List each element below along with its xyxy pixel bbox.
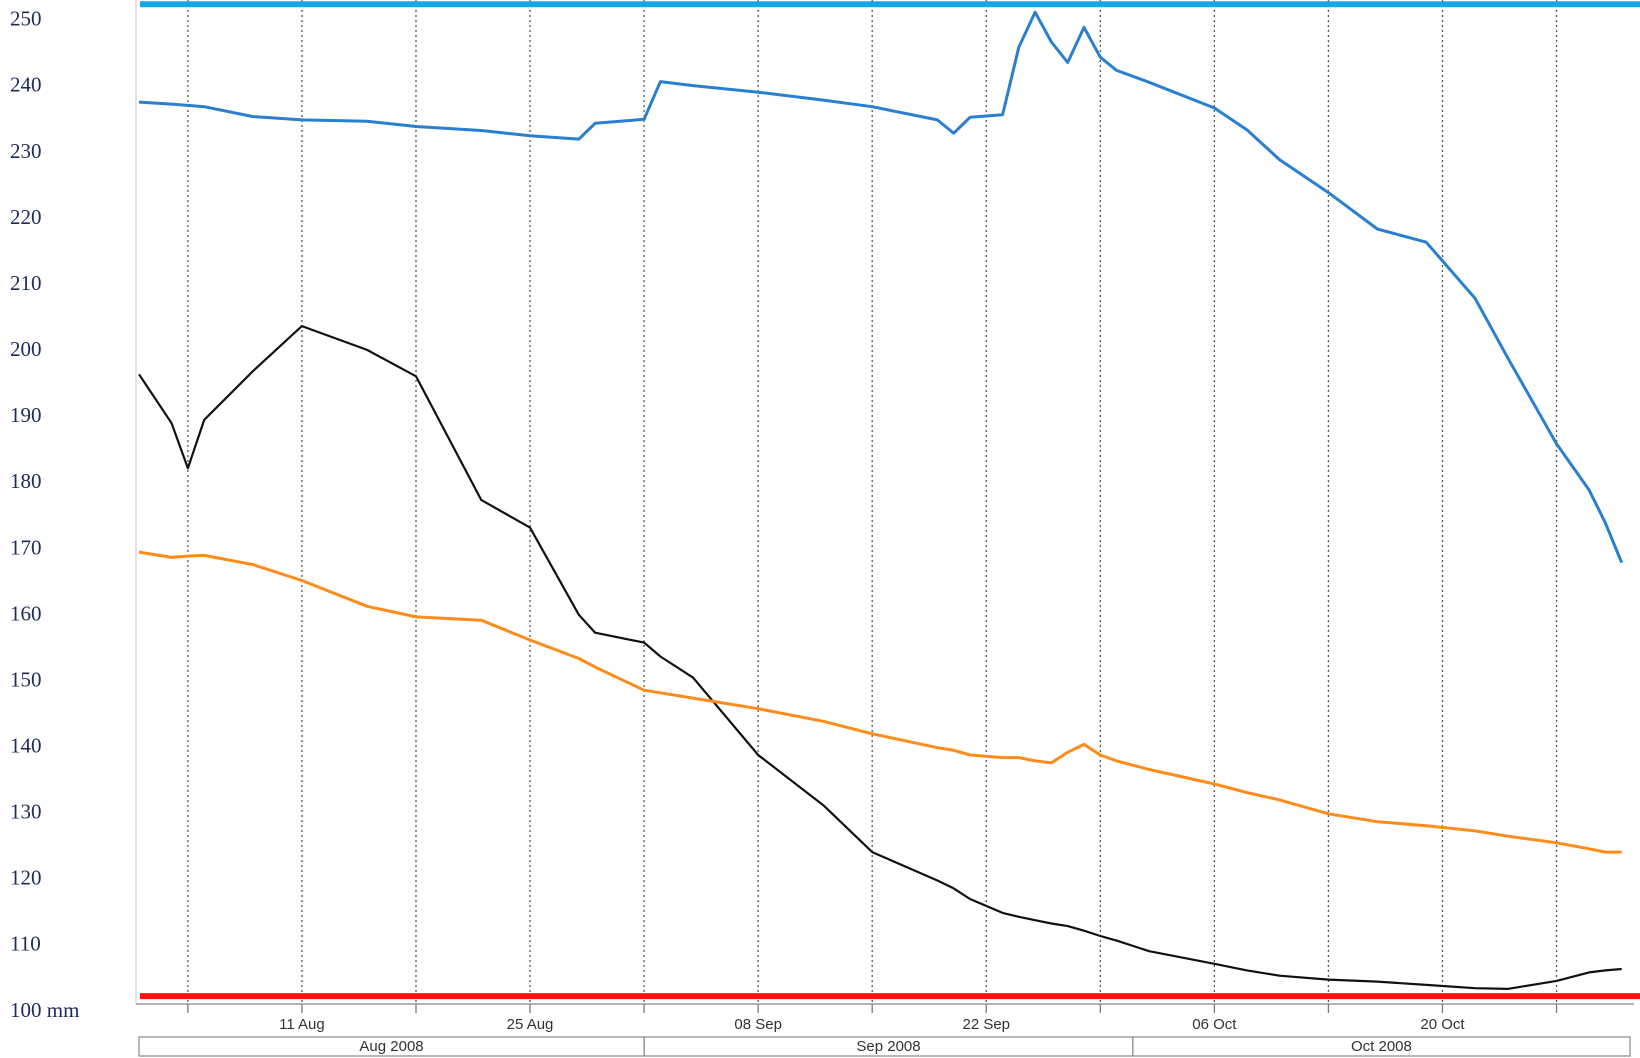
y-tick-label: 110 bbox=[10, 932, 41, 956]
month-label: Aug 2008 bbox=[359, 1038, 423, 1055]
y-tick-label: 230 bbox=[10, 139, 42, 163]
y-tick-label: 240 bbox=[10, 73, 42, 97]
x-tick-label: 08 Sep bbox=[734, 1016, 782, 1033]
month-band bbox=[1132, 1036, 1631, 1057]
x-tick-label: 20 Oct bbox=[1420, 1016, 1465, 1033]
y-tick-label: 170 bbox=[10, 535, 42, 559]
x-tick-label: 22 Sep bbox=[962, 1016, 1010, 1033]
month-label: Oct 2008 bbox=[1351, 1038, 1412, 1055]
y-tick-label: 160 bbox=[10, 601, 42, 625]
y-tick-label: 140 bbox=[10, 733, 42, 757]
x-tick-label: 25 Aug bbox=[507, 1016, 554, 1033]
x-tick-label: 11 Aug bbox=[279, 1016, 325, 1033]
series-line bbox=[138, 10, 1624, 564]
month-label: Sep 2008 bbox=[856, 1038, 920, 1055]
y-tick-label: 120 bbox=[10, 866, 42, 890]
y-tick-label: 180 bbox=[10, 469, 42, 493]
series-line bbox=[138, 325, 1622, 990]
series-line bbox=[138, 550, 1622, 854]
y-tick-label: 200 bbox=[10, 337, 42, 361]
x-tick-label: 06 Oct bbox=[1192, 1016, 1237, 1033]
y-tick-label: 250 bbox=[10, 7, 42, 31]
y-tick-label: 150 bbox=[10, 667, 42, 691]
y-tick-label: 210 bbox=[10, 271, 42, 295]
y-tick-label: 220 bbox=[10, 205, 42, 229]
y-tick-label: 130 bbox=[10, 800, 42, 824]
y-tick-label: 190 bbox=[10, 403, 42, 427]
y-tick-label: 100 mm bbox=[10, 998, 79, 1022]
